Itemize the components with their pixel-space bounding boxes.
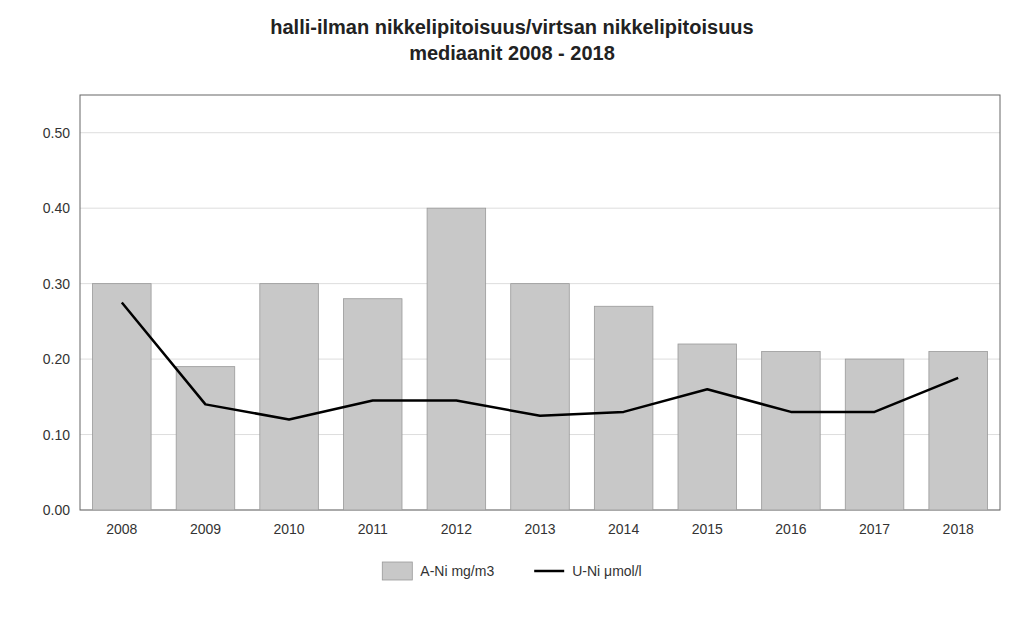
x-tick-label: 2014 [608,521,639,537]
y-tick-label: 0.30 [43,276,70,292]
y-tick-label: 0.40 [43,200,70,216]
legend-swatch [534,570,564,573]
bar [929,352,988,510]
legend-label: A-Ni mg/m3 [420,563,494,579]
x-tick-label: 2010 [274,521,305,537]
grid-line [80,208,1000,209]
x-tick-label: 2016 [775,521,806,537]
bar [845,359,904,510]
x-tick-label: 2018 [943,521,974,537]
plot-frame [80,95,1000,510]
title: halli-ilman nikkelipitoisuus/virtsan nik… [270,16,753,64]
x-tick-label: 2008 [106,521,137,537]
y-tick-label: 0.10 [43,427,70,443]
bar [594,306,653,510]
legend-item: U-Ni μmol/l [534,563,642,579]
grid-line [80,132,1000,133]
x-tick-label: 2015 [692,521,723,537]
y-axis: 0.00 0.10 0.20 0.30 0.40 0.50 [43,125,1000,518]
x-axis: 2008 2009 2010 2011 2012 2013 2014 2015 2016 2017… [106,521,974,537]
y-tick-label: 0.20 [43,351,70,367]
line [122,303,958,420]
legend-swatch [382,562,412,580]
x-tick-label: 2013 [524,521,555,537]
y-tick-label: 0.00 [43,502,70,518]
bar [93,284,152,510]
chart: halli-ilman nikkelipitoisuus/virtsan nik… [0,0,1024,617]
bar [260,284,319,510]
bar [762,352,821,510]
y-tick-label: 0.50 [43,125,70,141]
legend-item: A-Ni mg/m3 [382,562,494,580]
x-tick-label: 2009 [190,521,221,537]
legend: A-Ni mg/m3 U-Ni μmol/l [382,562,641,580]
bar [176,367,235,510]
bar [427,208,486,510]
data [93,208,988,510]
x-tick-label: 2017 [859,521,890,537]
x-tick-label: 2012 [441,521,472,537]
bar [678,344,737,510]
x-tick-label: 2011 [358,521,388,537]
legend-label: U-Ni μmol/l [572,563,642,579]
bar [511,284,570,510]
